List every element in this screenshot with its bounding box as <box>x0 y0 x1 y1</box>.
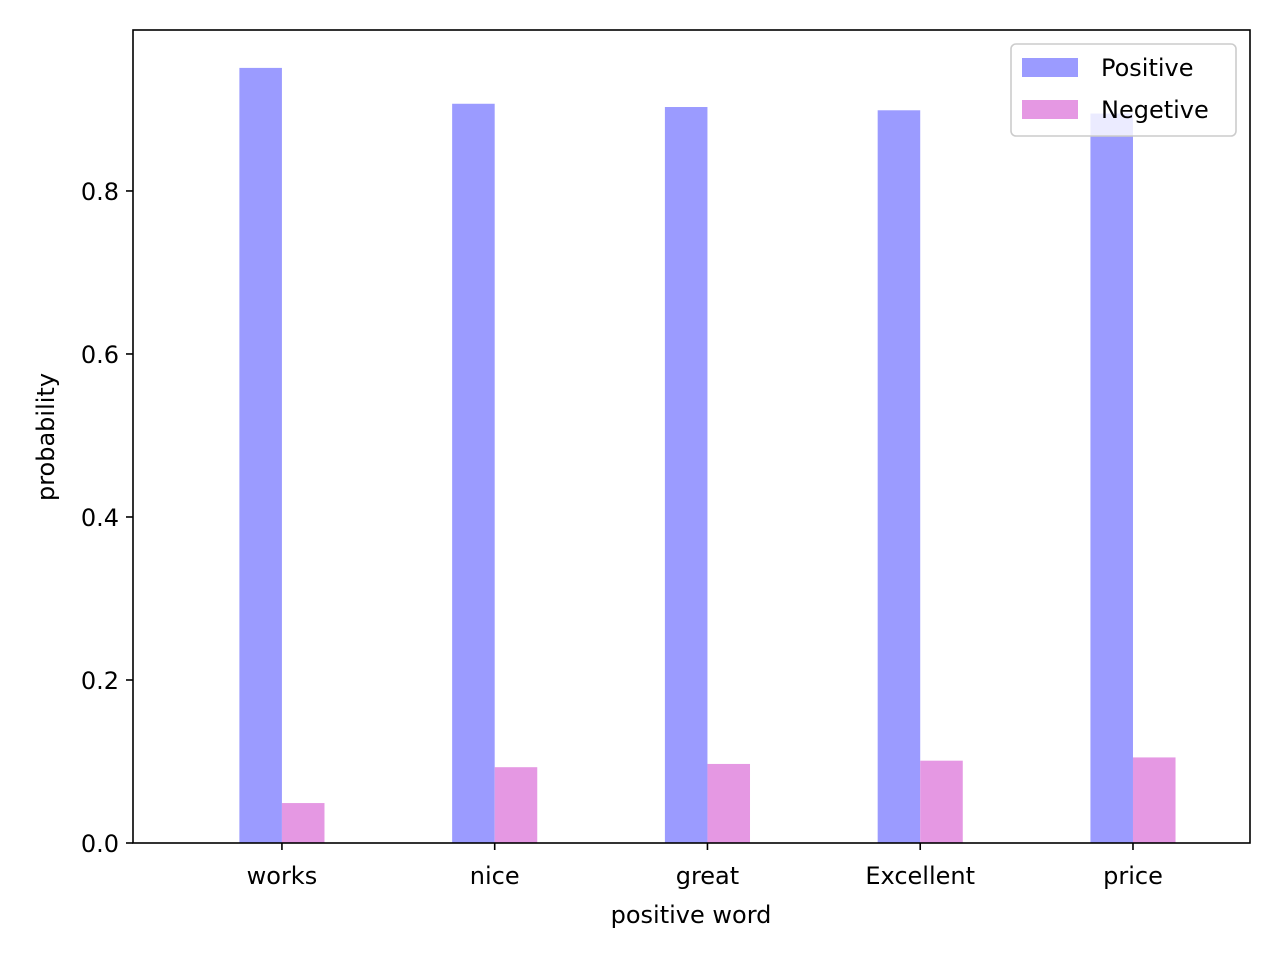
x-tick-label: price <box>1103 862 1163 890</box>
y-tick-label: 0.0 <box>81 830 119 858</box>
y-tick-label: 0.4 <box>81 504 119 532</box>
bar-positive-works <box>239 67 282 843</box>
bars-layer <box>239 67 1176 844</box>
bar-negetive-excellent <box>920 760 963 843</box>
legend-label-positive: Positive <box>1101 54 1194 82</box>
bar-negetive-nice <box>494 767 538 843</box>
bar-negetive-works <box>281 803 325 843</box>
x-tick-label: nice <box>470 862 520 890</box>
bar-positive-price <box>1090 113 1133 844</box>
bar-negetive-price <box>1132 757 1176 843</box>
legend-label-negetive: Negetive <box>1101 96 1209 124</box>
x-axis-title: positive word <box>611 901 772 929</box>
bar-positive-great <box>664 107 708 843</box>
y-axis-title: probability <box>32 373 60 501</box>
legend-swatch-negetive <box>1022 100 1078 119</box>
x-axis-ticks: works nice great Excellent price <box>247 843 1163 890</box>
y-tick-label: 0.2 <box>81 667 119 695</box>
legend: Positive Negetive <box>1010 43 1237 137</box>
bar-negetive-great <box>707 763 751 843</box>
y-axis-ticks: 0.0 0.2 0.4 0.6 0.8 <box>81 178 133 858</box>
bar-positive-nice <box>452 103 495 843</box>
x-tick-label: great <box>676 862 739 890</box>
x-tick-label: works <box>247 862 318 890</box>
plot-frame <box>132 29 1251 844</box>
y-tick-label: 0.6 <box>81 341 119 369</box>
y-tick-label: 0.8 <box>81 178 119 206</box>
legend-swatch-positive <box>1022 58 1078 77</box>
x-tick-label: Excellent <box>865 862 975 890</box>
bar-positive-excellent <box>877 110 921 843</box>
